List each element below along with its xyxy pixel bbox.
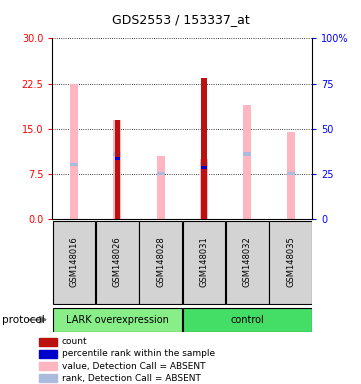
Bar	[269, 220, 312, 305]
Bar	[243, 152, 251, 156]
Bar	[113, 152, 121, 156]
Text: GSM148035: GSM148035	[286, 237, 295, 288]
Bar	[287, 132, 295, 219]
Text: control: control	[230, 314, 264, 325]
Bar	[183, 308, 312, 332]
Bar	[201, 78, 206, 219]
Bar	[226, 220, 269, 305]
Bar	[157, 172, 165, 175]
Bar	[53, 220, 95, 305]
Bar	[115, 120, 120, 219]
Bar	[200, 159, 208, 219]
Text: GSM148031: GSM148031	[200, 237, 208, 288]
Bar	[53, 308, 182, 332]
Text: LARK overexpression: LARK overexpression	[66, 314, 169, 325]
Text: GSM148032: GSM148032	[243, 237, 252, 288]
Bar	[70, 84, 78, 219]
Bar	[39, 362, 57, 370]
Bar	[39, 374, 57, 382]
Text: protocol: protocol	[2, 314, 44, 325]
Bar	[139, 220, 182, 305]
Text: value, Detection Call = ABSENT: value, Detection Call = ABSENT	[61, 361, 205, 371]
Text: rank, Detection Call = ABSENT: rank, Detection Call = ABSENT	[61, 374, 200, 382]
Text: GSM148026: GSM148026	[113, 237, 122, 288]
Text: GSM148028: GSM148028	[156, 237, 165, 288]
Text: count: count	[61, 338, 87, 346]
Bar	[201, 166, 206, 169]
Text: GDS2553 / 153337_at: GDS2553 / 153337_at	[112, 13, 249, 26]
Bar	[70, 163, 78, 166]
Bar	[243, 104, 251, 219]
Bar	[39, 350, 57, 358]
Bar	[115, 157, 120, 161]
Bar	[113, 120, 121, 219]
Bar	[183, 220, 225, 305]
Bar	[157, 156, 165, 219]
Bar	[200, 162, 208, 165]
Bar	[39, 338, 57, 346]
Text: GSM148016: GSM148016	[70, 237, 78, 288]
Text: percentile rank within the sample: percentile rank within the sample	[61, 349, 215, 359]
Bar	[287, 172, 295, 175]
Bar	[96, 220, 139, 305]
